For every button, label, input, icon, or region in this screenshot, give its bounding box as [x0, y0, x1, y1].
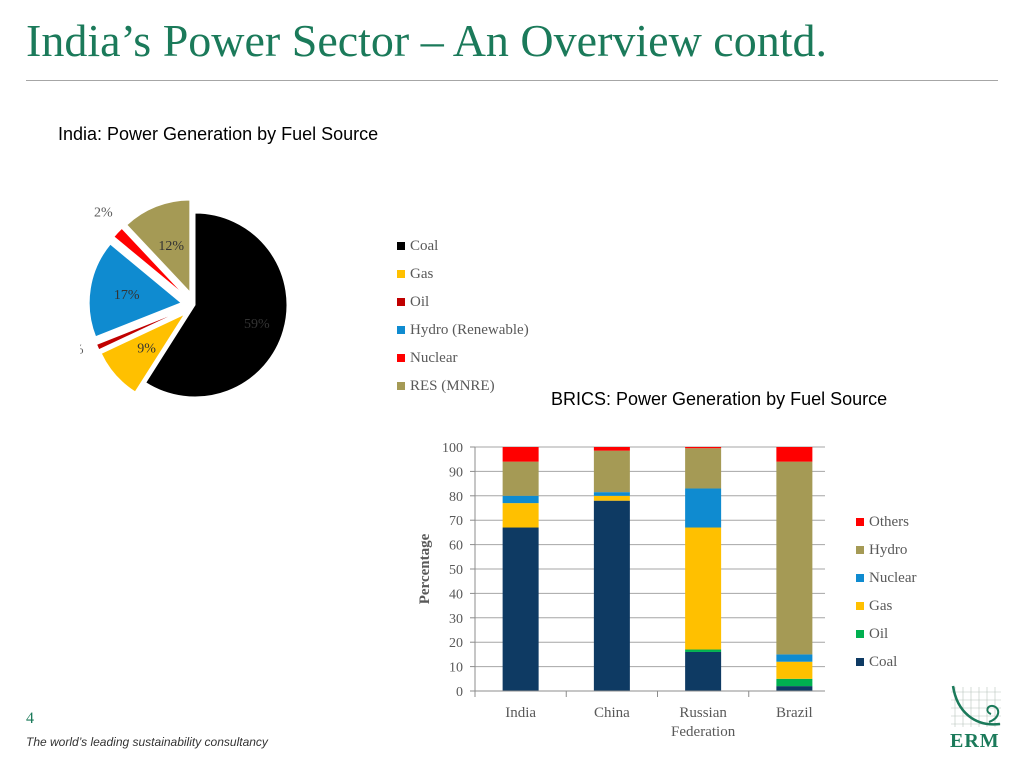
bar-segment-coal: [685, 651, 722, 691]
bar-legend-item-coal: Coal: [856, 648, 916, 676]
legend-swatch: [856, 658, 864, 666]
bar-segment-hydro: [502, 461, 539, 496]
legend-swatch: [397, 270, 405, 278]
bar-segment-nuclear: [685, 488, 722, 528]
bar-segment-gas: [502, 503, 539, 528]
bar-segment-nuclear: [593, 492, 630, 496]
pie-data-label: 59%: [244, 317, 270, 332]
pie-data-label: 1%: [80, 342, 84, 357]
legend-swatch: [856, 518, 864, 526]
y-tick-label: 30: [449, 612, 463, 627]
legend-label: Coal: [410, 237, 439, 254]
legend-swatch: [856, 574, 864, 582]
bar-segment-hydro: [593, 450, 630, 493]
bar-legend-item-oil: Oil: [856, 620, 916, 648]
y-tick-label: 100: [442, 441, 463, 456]
legend-label: Coal: [869, 653, 898, 670]
legend-label: Gas: [410, 265, 434, 282]
legend-label: Hydro (Renewable): [410, 321, 529, 338]
y-tick-label: 0: [456, 685, 463, 700]
pie-legend: Coal Gas Oil Hydro (Renewable) Nuclear R…: [397, 232, 529, 400]
erm-logo-text: ERM: [950, 730, 1000, 752]
pie-legend-item-res: RES (MNRE): [397, 372, 529, 400]
legend-swatch: [397, 298, 405, 306]
bar-segment-others: [685, 447, 722, 449]
pie-data-label: 2%: [94, 205, 113, 220]
bar-segment-gas: [593, 495, 630, 501]
bar-segment-hydro: [685, 448, 722, 489]
y-tick-label: 90: [449, 465, 463, 480]
x-category-label: China: [594, 705, 630, 721]
legend-swatch: [856, 630, 864, 638]
bar-segment-coal: [593, 500, 630, 691]
pie-data-label: 9%: [137, 342, 156, 357]
legend-swatch: [397, 242, 405, 250]
legend-label: Nuclear: [410, 349, 458, 366]
legend-label: Others: [869, 513, 909, 530]
pie-legend-item-nuclear: Nuclear: [397, 344, 529, 372]
stacked-bar-chart: 0 10 20 30 40 50 60 70 80 90 100 Percentage India Chi…: [417, 441, 825, 740]
footer-tagline: The world’s leading sustainability consu…: [26, 735, 268, 749]
bar-chart-title: BRICS: Power Generation by Fuel Source: [551, 389, 888, 409]
pie-legend-item-coal: Coal: [397, 232, 529, 260]
legend-swatch: [856, 546, 864, 554]
bar-segment-coal: [776, 686, 813, 691]
bar-legend-item-gas: Gas: [856, 592, 916, 620]
legend-swatch: [856, 602, 864, 610]
x-category-label: India: [505, 705, 536, 721]
slide-title: India’s Power Sector – An Overview contd…: [26, 15, 828, 66]
pie-legend-item-gas: Gas: [397, 260, 529, 288]
legend-swatch: [397, 382, 405, 390]
pie-data-label: 12%: [158, 239, 184, 254]
bar-segment-others: [502, 447, 539, 462]
y-tick-label: 80: [449, 490, 463, 505]
legend-label: Hydro: [869, 541, 908, 558]
bar-segment-nuclear: [502, 495, 539, 504]
pie-slice-coal: [145, 212, 288, 398]
x-category-label: Russian: [679, 705, 727, 721]
bar-segment-others: [776, 447, 813, 462]
legend-label: Nuclear: [869, 569, 917, 586]
page-number: 4: [26, 710, 34, 727]
bar-segment-gas: [685, 527, 722, 650]
pie-slice-hydro-renewable: [88, 243, 183, 338]
bar-segment-nuclear: [776, 654, 813, 662]
erm-logo-icon: [951, 685, 1001, 727]
bar-segment-gas: [776, 661, 813, 679]
legend-label: Gas: [869, 597, 893, 614]
bar-segment-oil: [776, 678, 813, 687]
y-tick-label: 70: [449, 514, 463, 529]
x-category-label: Brazil: [776, 705, 813, 721]
bar-legend-item-nuclear: Nuclear: [856, 564, 916, 592]
pie-slice-nuclear: [113, 227, 186, 296]
bar-legend-item-hydro: Hydro: [856, 536, 916, 564]
legend-label: Oil: [410, 293, 430, 310]
bar-segment-hydro: [776, 461, 813, 655]
y-tick-label: 20: [449, 636, 463, 651]
pie-slice-res-mnre: [126, 199, 191, 294]
bar-segment-oil: [685, 649, 722, 652]
bar-legend: Others Hydro Nuclear Gas Oil Coal: [856, 508, 916, 676]
pie-chart-title: India: Power Generation by Fuel Source: [58, 124, 379, 144]
bar-segment-coal: [502, 527, 539, 691]
y-tick-label: 50: [449, 563, 463, 578]
pie-legend-item-hydro: Hydro (Renewable): [397, 316, 529, 344]
pie-slice-oil: [95, 310, 183, 351]
bar-segment-others: [593, 447, 630, 451]
x-category-label: Federation: [671, 724, 736, 740]
pie-data-label: 17%: [114, 288, 140, 303]
pie-slice-gas: [100, 313, 186, 393]
legend-label: RES (MNRE): [410, 377, 495, 394]
bar-legend-item-others: Others: [856, 508, 916, 536]
legend-label: Oil: [869, 625, 889, 642]
pie-chart: 59% 9% 1% 17% 2% 12%: [80, 199, 288, 398]
legend-swatch: [397, 354, 405, 362]
pie-legend-item-oil: Oil: [397, 288, 529, 316]
title-divider: [26, 80, 998, 81]
legend-swatch: [397, 326, 405, 334]
y-tick-label: 10: [449, 661, 463, 676]
y-tick-label: 60: [449, 539, 463, 554]
y-tick-label: 40: [449, 587, 463, 602]
y-axis-label: Percentage: [417, 533, 433, 604]
